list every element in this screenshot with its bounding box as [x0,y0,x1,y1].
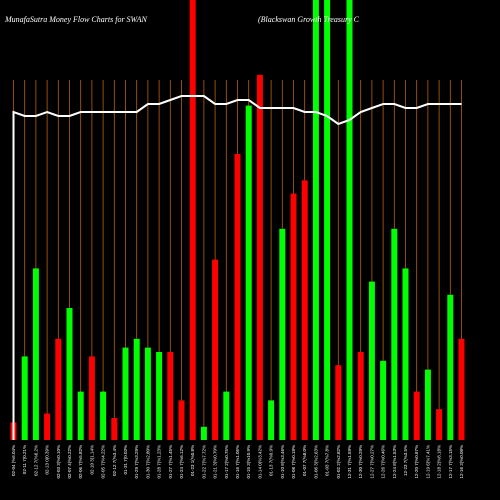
bar [391,228,398,440]
bar [88,356,95,440]
x-tick-label: 02-03 3(%0.10% [56,445,61,479]
x-tick-label: 02-07 4(%0.22% [67,445,72,479]
chart-title-left: MunafaSutra Money Flow Charts for SWAN [4,15,148,24]
x-tick-label: 01-16 7(%1.05% [235,445,240,479]
bar [346,0,353,440]
x-tick-label: 01-29 7(%3.29% [134,445,139,479]
x-tick-label: 12-17 7(%3.15% [448,445,453,479]
x-tick-label: 01-23 1(%0.8% [190,445,195,476]
bar [290,193,297,440]
bar [368,281,375,440]
bar [447,294,454,440]
x-tick-label: 12-16 3(%0.08% [459,445,464,479]
bar [100,391,107,440]
bar [380,360,387,440]
x-tick-label: 01-24 7(%6.12% [179,445,184,479]
x-tick-label: 01-02 2(%2.82% [336,445,341,479]
bar [133,338,140,440]
x-tick-label: 01-07 7(%8.0% [302,445,307,476]
bar [122,347,129,440]
bar [200,426,207,440]
x-tick-label: 02-12 7(%3.4% [112,445,117,476]
x-axis-labels: 02-04 (%6.04% 02-11 7(0.21% 02-12 7(%6.2% 0… [11,445,464,479]
bar [357,352,364,440]
bar [144,347,151,440]
x-tick-label: 12-18 2(%8.18% [437,445,442,479]
x-tick-label: 01-10 8(%3.46% [280,445,285,479]
bar [458,338,465,440]
flow-line [12,95,462,440]
x-tick-label: 01-15 3(%10.9% [246,445,251,479]
bar [268,400,275,440]
bar [424,369,431,440]
x-tick-label: 12-30 7(%0.29% [358,445,363,479]
x-tick-label: 01-22 7(%7.72% [201,445,206,479]
bar [256,74,263,441]
x-tick-label: 01-03 7(%7.8% [325,445,330,476]
bar [212,259,219,440]
x-tick-label: 02-06 7(%5.82% [78,445,83,479]
x-tick-label: 12-19 6(%7.41% [425,445,430,479]
x-tick-label: 02-12 7(%6.2% [33,445,38,476]
x-tick-label: 01-17 2(%0.75% [224,445,229,479]
bar [324,0,331,440]
x-tick-label: 12-31 7(%1.59% [347,445,352,479]
x-tick-label: 01-14 0(%3.42% [257,445,262,479]
x-tick-label: 12-20 7(%0.87% [414,445,419,479]
bar [312,0,319,440]
x-tick-label: 02-11 7(0.21% [22,445,27,474]
bar [234,154,241,440]
x-tick-label: 01-27 7(%1.45% [168,445,173,479]
bar [189,0,196,440]
x-tick-label: 01-13 7(%0.9% [269,445,274,476]
bar [301,180,308,440]
bar [21,356,28,440]
bar [245,105,252,440]
bar [436,409,443,440]
bar [66,308,73,440]
bar [55,338,62,440]
bar [167,352,174,440]
x-tick-label: 02-05 7(%4.22% [101,445,106,479]
x-tick-label: 01-28 7(%1.23% [157,445,162,479]
bar [178,400,185,440]
x-tick-label: 01-31 7(0.03% [123,445,128,475]
bar [402,268,409,440]
bar [44,413,51,440]
x-tick-label: 02-13 0(0.39% [45,445,50,475]
chart-title-right: (Blackswan Growth Treasury C [258,15,360,24]
x-tick-label: 12-23 7(%3.5% [403,445,408,476]
bar [279,228,286,440]
bar [413,391,420,440]
bar [335,365,342,440]
bar [111,418,118,440]
x-tick-label: 02-10 3(1.14% [89,445,94,475]
x-tick-label: 01-06 3(%2.63% [313,445,318,479]
bar-series [10,0,465,441]
x-tick-label: 12-27 7(%0.27% [369,445,374,479]
bar [156,352,163,440]
x-tick-label: 12-24 8(%1.53% [392,445,397,479]
x-tick-label: 01-08 7(%0.18% [291,445,296,479]
bar [223,391,230,440]
x-tick-label: 01-21 3(%0.70% [213,445,218,479]
bar [77,391,84,440]
bar [32,268,39,440]
x-tick-label: 12-26 7(%0.46% [381,445,386,479]
x-tick-label: 02-04 (%6.04% [11,445,16,476]
x-tick-label: 01-30 7(%2.80% [145,445,150,479]
